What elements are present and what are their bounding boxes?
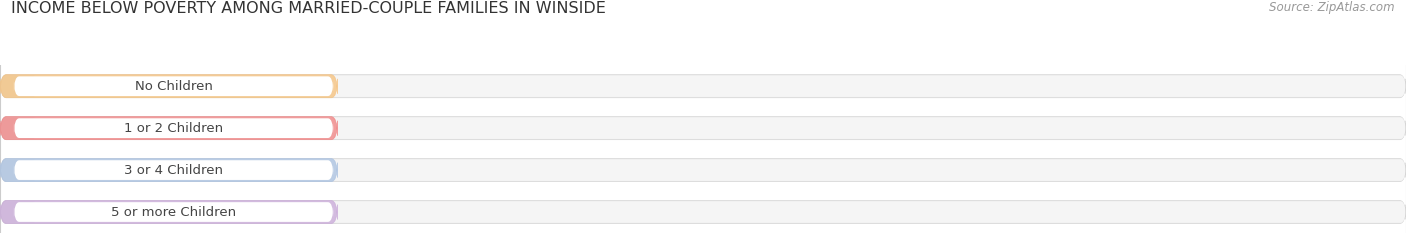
Text: 0.0%: 0.0% bbox=[291, 80, 326, 93]
Text: 1 or 2 Children: 1 or 2 Children bbox=[124, 122, 224, 135]
FancyBboxPatch shape bbox=[14, 76, 333, 96]
FancyBboxPatch shape bbox=[31, 201, 1406, 223]
FancyBboxPatch shape bbox=[0, 158, 1406, 182]
Text: 3 or 4 Children: 3 or 4 Children bbox=[124, 164, 224, 177]
FancyBboxPatch shape bbox=[0, 200, 1406, 224]
FancyBboxPatch shape bbox=[14, 202, 333, 222]
FancyBboxPatch shape bbox=[14, 118, 333, 138]
FancyBboxPatch shape bbox=[31, 75, 1406, 97]
FancyBboxPatch shape bbox=[0, 158, 337, 182]
FancyBboxPatch shape bbox=[0, 75, 337, 98]
Text: Source: ZipAtlas.com: Source: ZipAtlas.com bbox=[1270, 1, 1395, 14]
Text: 5 or more Children: 5 or more Children bbox=[111, 206, 236, 219]
FancyBboxPatch shape bbox=[0, 200, 337, 224]
Text: 0.0%: 0.0% bbox=[291, 206, 326, 219]
FancyBboxPatch shape bbox=[14, 160, 333, 180]
FancyBboxPatch shape bbox=[0, 116, 1406, 140]
Text: 0.0%: 0.0% bbox=[291, 122, 326, 135]
Text: No Children: No Children bbox=[135, 80, 212, 93]
Text: 0.0%: 0.0% bbox=[291, 164, 326, 177]
FancyBboxPatch shape bbox=[0, 116, 337, 140]
Text: INCOME BELOW POVERTY AMONG MARRIED-COUPLE FAMILIES IN WINSIDE: INCOME BELOW POVERTY AMONG MARRIED-COUPL… bbox=[11, 1, 606, 16]
FancyBboxPatch shape bbox=[31, 159, 1406, 181]
FancyBboxPatch shape bbox=[0, 75, 1406, 98]
FancyBboxPatch shape bbox=[31, 117, 1406, 139]
